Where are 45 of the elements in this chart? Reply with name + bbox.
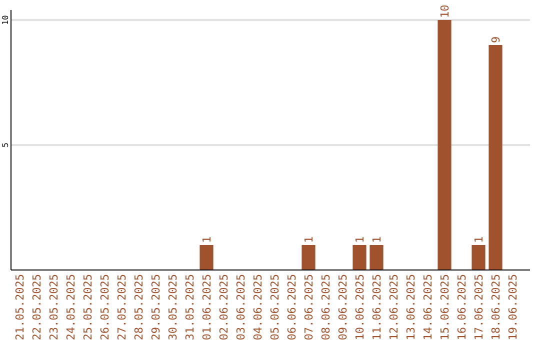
data-label: 10 bbox=[438, 4, 452, 18]
x-tick-label: 18.06.2025 bbox=[490, 274, 502, 340]
x-tick-label: 31.05.2025 bbox=[184, 274, 196, 340]
x-tick-label: 29.05.2025 bbox=[150, 274, 162, 340]
bar bbox=[200, 245, 214, 270]
x-tick-label: 17.06.2025 bbox=[472, 274, 486, 340]
bar bbox=[472, 245, 486, 270]
x-tick-label: 28.05.2025 bbox=[132, 274, 146, 340]
x-tick-label: 11.06.2025 bbox=[370, 274, 384, 340]
x-tick-label: 23.05.2025 bbox=[48, 274, 60, 340]
x-tick-label: 21.05.2025 bbox=[14, 274, 26, 340]
x-tick-label: 10.06.2025 bbox=[354, 274, 366, 340]
data-label: 1 bbox=[200, 236, 214, 243]
data-label: 1 bbox=[302, 236, 316, 243]
x-tick-label: 04.06.2025 bbox=[252, 274, 264, 340]
x-tick-label: 06.06.2025 bbox=[286, 274, 298, 340]
x-tick-label: 01.06.2025 bbox=[200, 274, 214, 340]
x-tick-label: 05.06.2025 bbox=[268, 274, 282, 340]
x-tick-label: 07.06.2025 bbox=[302, 274, 316, 340]
x-tick-label: 19.06.2025 bbox=[506, 274, 520, 340]
x-tick-label: 02.06.2025 bbox=[218, 274, 230, 340]
x-tick-label: 12.06.2025 bbox=[388, 274, 400, 340]
data-label: 9 bbox=[490, 36, 502, 43]
x-tick-label: 08.06.2025 bbox=[320, 274, 332, 340]
x-tick-label: 27.05.2025 bbox=[116, 274, 128, 340]
data-label: 1 bbox=[354, 236, 366, 243]
x-tick-label: 09.06.2025 bbox=[336, 274, 350, 340]
x-tick-label: 26.05.2025 bbox=[98, 274, 112, 340]
bar bbox=[438, 20, 452, 270]
bar bbox=[370, 245, 384, 270]
bar bbox=[352, 245, 366, 270]
bar bbox=[302, 245, 316, 270]
x-tick-label: 30.05.2025 bbox=[166, 274, 180, 340]
bar bbox=[488, 45, 502, 270]
x-tick-label: 03.06.2025 bbox=[234, 274, 248, 340]
x-tick-label: 15.06.2025 bbox=[438, 274, 452, 340]
x-tick-label: 14.06.2025 bbox=[422, 274, 434, 340]
x-tick-label: 22.05.2025 bbox=[30, 274, 44, 340]
y-tick-label: 5 bbox=[1, 142, 10, 148]
x-tick-label: 13.06.2025 bbox=[404, 274, 418, 340]
x-tick-label: 24.05.2025 bbox=[64, 274, 78, 340]
x-tick-label: 16.06.2025 bbox=[456, 274, 468, 340]
data-label: 1 bbox=[370, 236, 384, 243]
x-tick-label: 25.05.2025 bbox=[82, 274, 94, 340]
data-label: 1 bbox=[472, 236, 486, 243]
